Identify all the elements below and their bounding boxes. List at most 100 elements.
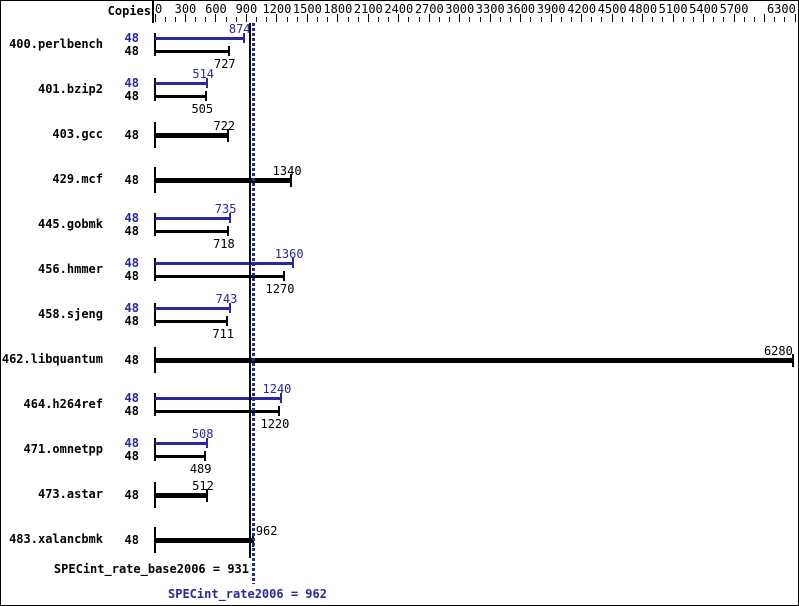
axis-tick-label: 2400 bbox=[384, 2, 414, 16]
axis-minor-tick bbox=[510, 17, 512, 22]
bar-start-cap bbox=[154, 393, 156, 416]
axis-major-tick bbox=[215, 14, 217, 22]
axis-tick-label: 300 bbox=[174, 2, 197, 16]
axis-minor-tick bbox=[723, 17, 725, 22]
axis-minor-tick bbox=[377, 17, 379, 22]
base-bar bbox=[155, 358, 793, 363]
axis-tick-label: 1800 bbox=[323, 2, 353, 16]
bar-start-cap bbox=[154, 303, 156, 326]
axis-tick-label: 5700 bbox=[719, 2, 749, 16]
peak-bar bbox=[155, 37, 244, 40]
base-value-label: 512 bbox=[192, 479, 214, 493]
axis-major-tick bbox=[428, 14, 430, 22]
copies-value-label: 48 bbox=[124, 404, 139, 418]
axis-tick-label: 2700 bbox=[414, 2, 444, 16]
axis-minor-tick bbox=[774, 17, 776, 22]
axis-major-tick bbox=[276, 14, 278, 22]
axis-minor-tick bbox=[357, 17, 359, 22]
base-value-label: 727 bbox=[213, 57, 236, 71]
peak-bar-end-cap bbox=[228, 213, 231, 223]
peak-bar-end-cap bbox=[292, 258, 295, 268]
axis-minor-tick bbox=[682, 17, 684, 22]
base-bar-end-cap bbox=[205, 91, 208, 101]
axis-minor-tick bbox=[560, 17, 562, 22]
peak-bar bbox=[155, 442, 207, 445]
base-bar bbox=[155, 275, 285, 278]
axis-major-tick bbox=[520, 14, 522, 22]
base-bar-end-cap bbox=[226, 316, 229, 326]
copies-value-label: 48 bbox=[124, 44, 139, 58]
base-bar bbox=[155, 320, 228, 323]
bar-start-cap bbox=[154, 213, 156, 236]
axis-major-tick bbox=[611, 14, 613, 22]
base-bar-end-cap bbox=[290, 174, 293, 187]
peak-value-label: 1240 bbox=[262, 382, 292, 396]
peak-value-label: 743 bbox=[215, 292, 238, 306]
axis-minor-tick bbox=[266, 17, 268, 22]
axis-major-tick bbox=[642, 14, 644, 22]
base-bar-end-cap bbox=[791, 354, 794, 367]
axis-minor-tick bbox=[286, 17, 288, 22]
base-bar bbox=[155, 493, 207, 498]
base-bar-end-cap bbox=[227, 129, 230, 142]
axis-minor-tick bbox=[743, 17, 745, 22]
copies-value-label: 48 bbox=[124, 256, 139, 270]
axis-major-tick bbox=[154, 14, 156, 22]
benchmark-name-label: 471.omnetpp bbox=[23, 442, 103, 456]
copies-value-label: 48 bbox=[124, 301, 139, 315]
base-bar bbox=[155, 230, 228, 233]
benchmark-name-label: 483.xalancbmk bbox=[9, 532, 103, 546]
copies-value-label: 48 bbox=[124, 449, 139, 463]
axis-major-tick bbox=[398, 14, 400, 22]
axis-minor-tick bbox=[296, 17, 298, 22]
axis-minor-tick bbox=[591, 17, 593, 22]
base-value-label: 1220 bbox=[260, 417, 290, 431]
base-bar bbox=[155, 538, 253, 543]
benchmark-name-label: 401.bzip2 bbox=[37, 82, 103, 96]
axis-minor-tick bbox=[713, 17, 715, 22]
base-bar bbox=[155, 410, 279, 413]
copies-divider-line bbox=[152, 1, 154, 23]
axis-minor-tick bbox=[438, 17, 440, 22]
base-bar-end-cap bbox=[226, 226, 229, 236]
axis-minor-tick bbox=[662, 17, 664, 22]
axis-minor-tick bbox=[530, 17, 532, 22]
benchmark-name-label: 456.hmmer bbox=[37, 262, 103, 276]
bar-start-cap bbox=[154, 258, 156, 281]
axis-minor-tick bbox=[540, 17, 542, 22]
benchmark-name-label: 400.perlbench bbox=[9, 37, 103, 51]
base-bar-end-cap bbox=[203, 451, 206, 461]
axis-tick-label: 3000 bbox=[445, 2, 475, 16]
benchmark-name-label: 473.astar bbox=[37, 487, 103, 501]
axis-minor-tick bbox=[621, 17, 623, 22]
axis-tick-label: 1500 bbox=[292, 2, 322, 16]
copies-value-label: 48 bbox=[124, 173, 139, 187]
axis-minor-tick bbox=[388, 17, 390, 22]
copies-value-label: 48 bbox=[124, 436, 139, 450]
axis-minor-tick bbox=[631, 17, 633, 22]
base-value-label: 505 bbox=[191, 102, 214, 116]
axis-minor-tick bbox=[469, 17, 471, 22]
axis-minor-tick bbox=[256, 17, 258, 22]
axis-tick-label: 6300 bbox=[766, 2, 796, 16]
axis-minor-tick bbox=[652, 17, 654, 22]
axis-major-tick bbox=[245, 14, 247, 22]
peak-bar bbox=[155, 307, 231, 310]
axis-tick-label: 3600 bbox=[506, 2, 536, 16]
axis-tick-label: 3900 bbox=[536, 2, 566, 16]
axis-minor-tick bbox=[753, 17, 755, 22]
axis-minor-tick bbox=[479, 17, 481, 22]
benchmark-name-label: 462.libquantum bbox=[1, 352, 103, 366]
bar-start-cap bbox=[154, 78, 156, 101]
axis-tick-label: 0 bbox=[155, 2, 163, 16]
benchmark-name-label: 458.sjeng bbox=[37, 307, 103, 321]
base-bar bbox=[155, 50, 229, 53]
peak-bar bbox=[155, 217, 230, 220]
axis-tick-label: 2100 bbox=[353, 2, 383, 16]
peak-mean-line bbox=[251, 23, 255, 584]
peak-bar-end-cap bbox=[279, 393, 282, 403]
base-bar-end-cap bbox=[277, 406, 280, 416]
axis-major-tick bbox=[459, 14, 461, 22]
